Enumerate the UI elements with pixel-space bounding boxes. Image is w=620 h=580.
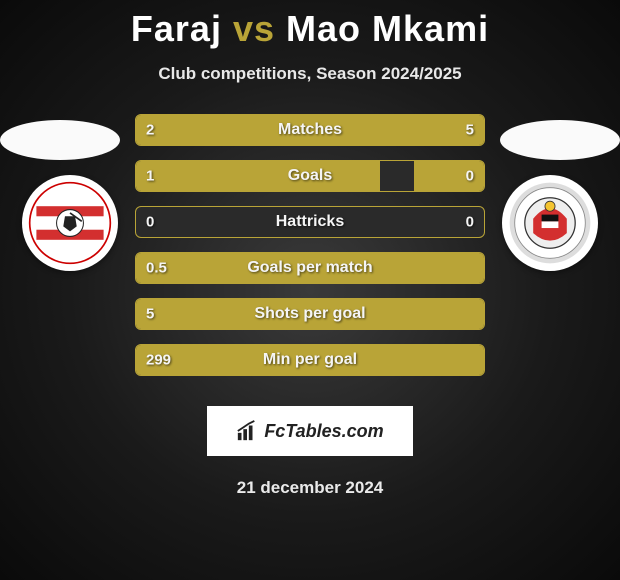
date-text: 21 december 2024: [0, 478, 620, 498]
player2-photo-placeholder: [500, 120, 620, 160]
brand-text: FcTables.com: [264, 421, 383, 442]
stat-row: 0 Hattricks 0: [135, 206, 485, 238]
stat-fill-left: [136, 299, 484, 329]
player1-photo-placeholder: [0, 120, 120, 160]
stat-fill-left: [136, 161, 380, 191]
stat-value-left: 5: [146, 306, 154, 323]
vs-text: vs: [233, 8, 275, 49]
stat-value-left: 1: [146, 168, 154, 185]
stat-value-left: 0: [146, 214, 154, 231]
stat-value-left: 2: [146, 122, 154, 139]
stat-value-right: 0: [466, 168, 474, 185]
brand-logo-icon: [236, 420, 258, 442]
club-badge-left: [22, 175, 118, 271]
stat-row: 1 Goals 0: [135, 160, 485, 192]
stat-label: Hattricks: [136, 213, 484, 231]
brand-box[interactable]: FcTables.com: [207, 406, 413, 456]
stat-value-left: 0.5: [146, 260, 167, 277]
stat-fill-left: [136, 345, 484, 375]
stat-row: 5 Shots per goal: [135, 298, 485, 330]
stat-row: 0.5 Goals per match: [135, 252, 485, 284]
stats-container: 2 Matches 5 1 Goals 0 0 Hattricks 0 0.5 …: [135, 114, 485, 376]
stat-fill-right: [237, 115, 484, 145]
zamalek-icon: [28, 181, 112, 265]
stat-row: 2 Matches 5: [135, 114, 485, 146]
stat-fill-left: [136, 253, 484, 283]
stat-value-right: 0: [466, 214, 474, 231]
club-badge-right: [502, 175, 598, 271]
tala-ea-icon: [508, 181, 592, 265]
subtitle: Club competitions, Season 2024/2025: [0, 64, 620, 84]
stat-row: 299 Min per goal: [135, 344, 485, 376]
player1-name: Faraj: [131, 8, 222, 49]
player2-name: Mao Mkami: [286, 8, 489, 49]
stat-value-right: 5: [466, 122, 474, 139]
page-title: Faraj vs Mao Mkami: [0, 0, 620, 50]
stat-value-left: 299: [146, 352, 171, 369]
